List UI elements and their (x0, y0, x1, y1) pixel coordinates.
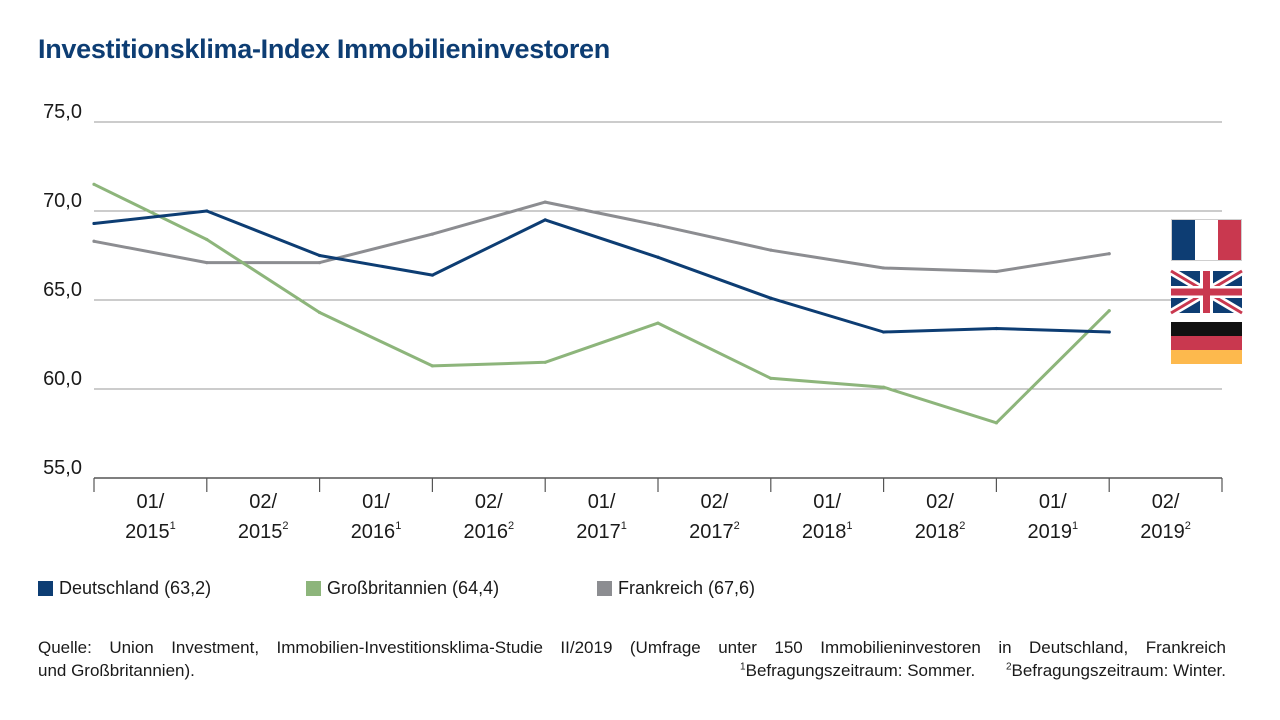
legend-item-frankreich: Frankreich (67,6) (597, 578, 755, 599)
country-flags (1168, 219, 1245, 364)
data-point (769, 248, 773, 252)
source-line-1: Quelle: Union Investment, Immobilien-Inv… (38, 638, 1226, 657)
y-tick-label: 65,0 (43, 279, 82, 301)
flag-germany-icon (1171, 322, 1242, 364)
data-point (656, 255, 660, 259)
x-tick-label-period: 01/ (588, 491, 616, 513)
legend-label: Großbritannien (64,4) (327, 578, 500, 598)
x-tick-label-year: 20151 (125, 520, 176, 543)
flag-uk-icon (1168, 267, 1245, 317)
data-point (1107, 330, 1111, 334)
data-point (318, 261, 322, 265)
x-tick-label-period: 02/ (249, 491, 277, 513)
footnote-2-marker: 2 (1005, 661, 1012, 673)
data-point (543, 200, 547, 204)
x-tick-label-period: 02/ (700, 491, 728, 513)
x-tick-label-year: 20171 (576, 520, 627, 543)
series-lines (92, 182, 1111, 425)
data-point (1107, 309, 1111, 313)
legend-item-grossbritannien: Großbritannien (64,4) (306, 578, 499, 599)
data-point (769, 376, 773, 380)
x-tick-label-period: 01/ (1039, 491, 1067, 513)
y-tick-label: 55,0 (43, 457, 82, 479)
x-tick-label-period: 01/ (362, 491, 390, 513)
x-tick-label-year: 20182 (915, 520, 966, 543)
x-tick-label-year: 20161 (351, 520, 402, 543)
data-point (543, 360, 547, 364)
data-point (92, 221, 96, 226)
data-point (205, 261, 209, 265)
data-point (92, 182, 96, 186)
data-point (769, 296, 773, 300)
data-point (205, 237, 209, 242)
data-point (318, 253, 322, 258)
y-tick-label: 60,0 (43, 368, 82, 390)
data-point (1107, 252, 1111, 256)
x-tick-label-year: 20181 (802, 520, 853, 543)
footnotes: 1Befragungszeitraum: Sommer. 2Befragungs… (740, 659, 1226, 682)
chart-title: Investitionsklima-Index Immobilieninvest… (38, 34, 610, 64)
series-line-frankreich (92, 200, 1111, 273)
legend-label: Frankreich (67,6) (618, 578, 756, 598)
legend-item-deutschland: Deutschland (63,2) (38, 578, 211, 599)
data-point (656, 223, 660, 227)
legend-swatch (597, 581, 612, 596)
data-point (92, 239, 96, 243)
legend-swatch (306, 581, 321, 596)
x-tick-label-year: 20152 (238, 520, 289, 543)
data-point (430, 273, 434, 277)
legend: Deutschland (63,2) Großbritannien (64,4)… (0, 578, 1280, 604)
data-point (882, 266, 886, 270)
footnote-1-marker: 1 (740, 661, 746, 673)
data-point (994, 269, 999, 274)
grid (94, 121, 1222, 479)
flag-france-icon (1171, 219, 1242, 261)
data-point (205, 209, 209, 213)
legend-swatch (38, 581, 53, 596)
y-axis-ticks: 75,0 70,0 65,0 60,0 55,0 (43, 101, 82, 479)
footnote-2: Befragungszeitraum: Winter. (1011, 661, 1226, 680)
data-point (994, 326, 999, 331)
data-point (656, 321, 660, 325)
series-line-grossbritannien (92, 182, 1111, 425)
data-point (318, 310, 322, 315)
x-tick-label-period: 01/ (813, 491, 841, 513)
y-tick-label: 75,0 (43, 101, 82, 123)
data-point (430, 364, 434, 368)
footnote-1: Befragungszeitraum: Sommer. (745, 661, 976, 680)
x-tick-label-year: 20172 (689, 520, 740, 543)
x-tick-label-period: 02/ (926, 491, 954, 513)
x-tick-label-year: 20192 (1140, 520, 1191, 543)
data-point (882, 330, 886, 334)
x-axis: 01/20151 02/20152 01/20161 02/20162 01/20171… (93, 478, 1223, 543)
data-point (994, 421, 999, 425)
source-note: Quelle: Union Investment, Immobilien-Inv… (38, 636, 1226, 682)
data-point (543, 218, 547, 222)
x-tick-label-period: 02/ (1152, 491, 1180, 513)
x-tick-label-period: 01/ (136, 491, 164, 513)
x-tick-label-period: 02/ (475, 491, 503, 513)
source-line-2: und Großbritannien). (38, 661, 195, 680)
x-tick-label-year: 20162 (463, 520, 514, 543)
line-chart: 75,070,065,060,055,0 01/2015102/2015201/… (43, 101, 1245, 543)
x-tick-label-year: 20191 (1027, 520, 1078, 543)
data-point (430, 232, 434, 236)
series-line-deutschland (92, 209, 1111, 334)
legend-label: Deutschland (63,2) (59, 578, 212, 598)
y-tick-label: 70,0 (43, 190, 82, 212)
data-point (882, 385, 886, 389)
